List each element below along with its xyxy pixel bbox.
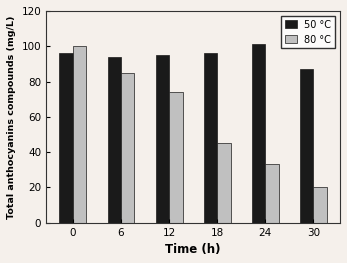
Bar (300, 69, 313, 223)
Bar (204, 53, 217, 223)
X-axis label: Time (h): Time (h) (165, 243, 221, 256)
Bar (169, 92, 183, 223)
Bar (252, 44, 265, 223)
Bar (313, 187, 327, 223)
Bar (265, 164, 279, 223)
Bar (217, 143, 230, 223)
Bar (155, 55, 169, 223)
Bar (121, 73, 134, 223)
Bar (108, 57, 121, 223)
Y-axis label: Total anthocyanins compounds (mg/L): Total anthocyanins compounds (mg/L) (7, 15, 16, 219)
Bar (73, 46, 86, 223)
Legend: 50 °C, 80 °C: 50 °C, 80 °C (281, 16, 335, 48)
Bar (59, 53, 73, 223)
